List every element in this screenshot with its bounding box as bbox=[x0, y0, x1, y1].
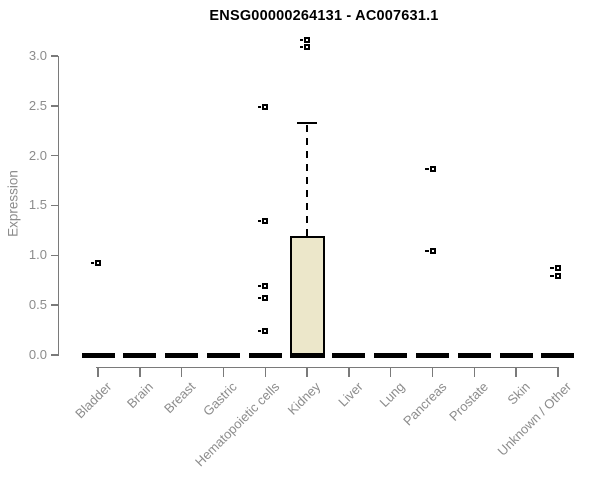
x-axis-label: Bladder bbox=[72, 379, 115, 422]
outlier-dash bbox=[257, 330, 262, 333]
y-axis-tick bbox=[50, 154, 58, 157]
outlier-dash bbox=[550, 267, 554, 270]
x-axis-tick bbox=[389, 368, 392, 377]
box-plot-box bbox=[289, 236, 325, 355]
outlier-point bbox=[554, 273, 561, 280]
outlier-point bbox=[262, 283, 269, 290]
x-axis-label: Brain bbox=[124, 379, 157, 412]
x-axis-tick bbox=[222, 368, 225, 377]
x-axis-tick bbox=[515, 368, 517, 377]
outlier-dash bbox=[90, 262, 94, 265]
x-axis-label: Breast bbox=[161, 379, 199, 417]
outlier-point bbox=[262, 103, 269, 110]
y-axis-tick bbox=[50, 105, 58, 107]
collapsed-box bbox=[248, 352, 282, 358]
x-axis-label: Kidney bbox=[284, 379, 324, 418]
outlier-point bbox=[304, 37, 311, 44]
y-tick-label: 2.0 bbox=[28, 147, 47, 163]
outlier-dash bbox=[257, 220, 262, 223]
outlier-point bbox=[262, 295, 269, 302]
y-tick-label: 0.0 bbox=[28, 347, 47, 362]
outlier-dash bbox=[425, 167, 429, 170]
collapsed-box bbox=[416, 352, 450, 358]
collapsed-box bbox=[206, 352, 240, 358]
x-axis-tick bbox=[348, 368, 350, 377]
x-axis-tick bbox=[180, 368, 183, 377]
y-tick-label: 2.5 bbox=[28, 97, 47, 113]
outlier-point bbox=[95, 260, 101, 267]
y-tick-label: 1.0 bbox=[28, 247, 47, 263]
x-axis-label: Liver bbox=[334, 379, 366, 410]
outlier-dash bbox=[299, 39, 304, 42]
y-axis-tick bbox=[50, 55, 58, 57]
median-line bbox=[289, 352, 325, 358]
collapsed-box bbox=[81, 352, 115, 358]
outlier-dash bbox=[257, 285, 262, 288]
y-axis-tick bbox=[50, 254, 58, 257]
x-axis-tick bbox=[431, 368, 434, 377]
y-axis-tick bbox=[50, 304, 58, 306]
collapsed-box bbox=[332, 352, 366, 358]
collapsed-box bbox=[374, 352, 408, 358]
outlier-point bbox=[429, 248, 436, 255]
x-axis-tick bbox=[473, 368, 476, 377]
x-axis-label: Lung bbox=[376, 379, 408, 411]
y-axis-tick bbox=[50, 354, 58, 356]
x-axis-tick bbox=[557, 368, 559, 377]
y-tick-label: 3.0 bbox=[28, 47, 47, 63]
chart-title: ENSG00000264131 - AC007631.1 bbox=[209, 8, 439, 24]
outlier-dash bbox=[550, 275, 554, 278]
x-axis-line bbox=[96, 366, 560, 368]
outlier-point bbox=[262, 218, 269, 225]
outlier-point bbox=[262, 328, 269, 335]
collapsed-box bbox=[123, 352, 157, 358]
x-axis-tick bbox=[139, 368, 141, 377]
outlier-dash bbox=[425, 250, 429, 253]
x-axis-label: Gastric bbox=[200, 379, 241, 419]
collapsed-box bbox=[541, 352, 575, 358]
outlier-dash bbox=[299, 46, 304, 49]
outlier-dash bbox=[257, 297, 262, 300]
x-axis-tick bbox=[306, 368, 308, 377]
collapsed-box bbox=[457, 352, 491, 358]
y-tick-label: 1.5 bbox=[28, 197, 47, 213]
whisker-line bbox=[305, 124, 309, 237]
y-axis-tick bbox=[50, 204, 58, 207]
x-axis-tick bbox=[264, 368, 267, 377]
collapsed-box bbox=[165, 352, 199, 358]
y-tick-label: 0.5 bbox=[28, 297, 47, 313]
whisker-cap bbox=[297, 121, 318, 125]
outlier-point bbox=[304, 44, 311, 51]
outlier-point bbox=[554, 265, 561, 272]
collapsed-box bbox=[499, 352, 533, 358]
x-axis-tick bbox=[97, 368, 99, 377]
outlier-dash bbox=[257, 105, 262, 108]
outlier-point bbox=[429, 165, 436, 172]
x-axis-label: Prostate bbox=[446, 379, 491, 424]
x-axis-label: Unknown / Other bbox=[495, 379, 575, 459]
x-axis-label: Pancreas bbox=[399, 379, 450, 429]
x-axis-label: Skin bbox=[504, 379, 533, 408]
y-axis-line bbox=[57, 55, 59, 356]
